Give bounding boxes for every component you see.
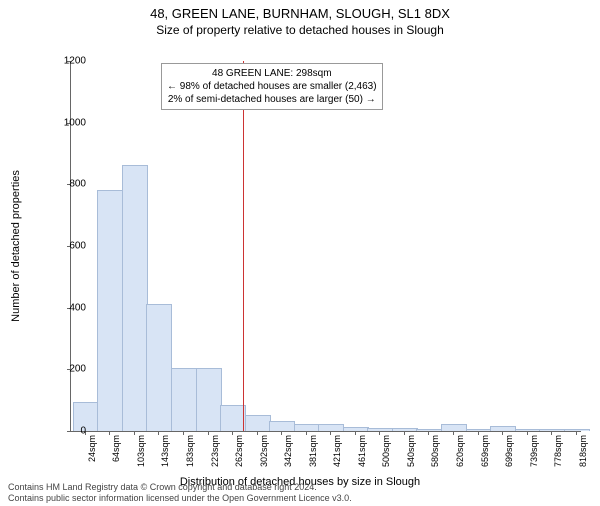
xtick-label: 659sqm <box>480 435 490 475</box>
xtick-mark <box>330 431 331 435</box>
histogram-bar <box>294 424 320 431</box>
xtick-mark <box>379 431 380 435</box>
reference-line <box>243 61 244 431</box>
xtick-label: 64sqm <box>111 435 121 475</box>
attribution-line2: Contains public sector information licen… <box>8 493 352 504</box>
xtick-label: 262sqm <box>234 435 244 475</box>
xtick-label: 183sqm <box>185 435 195 475</box>
annotation-box: 48 GREEN LANE: 298sqm← 98% of detached h… <box>161 63 383 110</box>
annotation-line: 48 GREEN LANE: 298sqm <box>167 67 377 80</box>
histogram-bar <box>171 368 197 431</box>
xtick-mark <box>158 431 159 435</box>
histogram-bar <box>146 304 172 431</box>
xtick-mark <box>551 431 552 435</box>
ytick-label: 200 <box>46 364 86 375</box>
histogram-bar <box>97 190 123 432</box>
xtick-mark <box>478 431 479 435</box>
y-axis-label: Number of detached properties <box>10 170 22 322</box>
xtick-label: 580sqm <box>430 435 440 475</box>
xtick-label: 699sqm <box>504 435 514 475</box>
xtick-mark <box>281 431 282 435</box>
histogram-bar <box>539 429 565 431</box>
histogram-bar <box>367 428 393 431</box>
histogram-bar <box>466 429 492 431</box>
xtick-mark <box>576 431 577 435</box>
xtick-label: 381sqm <box>308 435 318 475</box>
ytick-label: 600 <box>46 241 86 252</box>
histogram-bar <box>564 429 590 431</box>
xtick-mark <box>134 431 135 435</box>
chart-subtitle: Size of property relative to detached ho… <box>0 23 600 37</box>
xtick-label: 302sqm <box>259 435 269 475</box>
xtick-mark <box>257 431 258 435</box>
histogram-bar <box>318 424 344 431</box>
xtick-mark <box>428 431 429 435</box>
xtick-mark <box>527 431 528 435</box>
plot-area: 24sqm64sqm103sqm143sqm183sqm223sqm262sqm… <box>70 61 581 432</box>
xtick-label: 103sqm <box>136 435 146 475</box>
xtick-label: 223sqm <box>210 435 220 475</box>
histogram-bar <box>490 426 516 431</box>
histogram-bar <box>343 427 369 431</box>
histogram-bar <box>392 428 418 431</box>
chart-title: 48, GREEN LANE, BURNHAM, SLOUGH, SL1 8DX <box>0 6 600 21</box>
xtick-mark <box>183 431 184 435</box>
xtick-mark <box>404 431 405 435</box>
xtick-label: 24sqm <box>87 435 97 475</box>
histogram-bar <box>515 429 541 431</box>
xtick-mark <box>453 431 454 435</box>
xtick-label: 818sqm <box>578 435 588 475</box>
xtick-label: 342sqm <box>283 435 293 475</box>
xtick-label: 778sqm <box>553 435 563 475</box>
ytick-label: 1000 <box>46 117 86 128</box>
chart-container: 48, GREEN LANE, BURNHAM, SLOUGH, SL1 8DX… <box>0 6 600 506</box>
ytick-label: 400 <box>46 302 86 313</box>
ytick-label: 0 <box>46 426 86 437</box>
annotation-line: ← 98% of detached houses are smaller (2,… <box>167 80 377 93</box>
annotation-line: 2% of semi-detached houses are larger (5… <box>167 93 377 106</box>
xtick-mark <box>306 431 307 435</box>
xtick-mark <box>208 431 209 435</box>
xtick-mark <box>232 431 233 435</box>
histogram-bar <box>196 368 222 431</box>
histogram-bar <box>416 429 442 431</box>
attribution-line1: Contains HM Land Registry data © Crown c… <box>8 482 352 493</box>
xtick-mark <box>502 431 503 435</box>
attribution: Contains HM Land Registry data © Crown c… <box>8 482 352 504</box>
histogram-bar <box>122 165 148 431</box>
xtick-label: 421sqm <box>332 435 342 475</box>
xtick-label: 143sqm <box>160 435 170 475</box>
xtick-mark <box>355 431 356 435</box>
ytick-label: 800 <box>46 179 86 190</box>
xtick-mark <box>109 431 110 435</box>
xtick-label: 540sqm <box>406 435 416 475</box>
histogram-bar <box>245 415 271 431</box>
histogram-bar <box>441 424 467 431</box>
histogram-bar <box>269 421 295 431</box>
xtick-label: 461sqm <box>357 435 367 475</box>
xtick-label: 739sqm <box>529 435 539 475</box>
ytick-label: 1200 <box>46 56 86 67</box>
xtick-label: 620sqm <box>455 435 465 475</box>
xtick-label: 500sqm <box>381 435 391 475</box>
